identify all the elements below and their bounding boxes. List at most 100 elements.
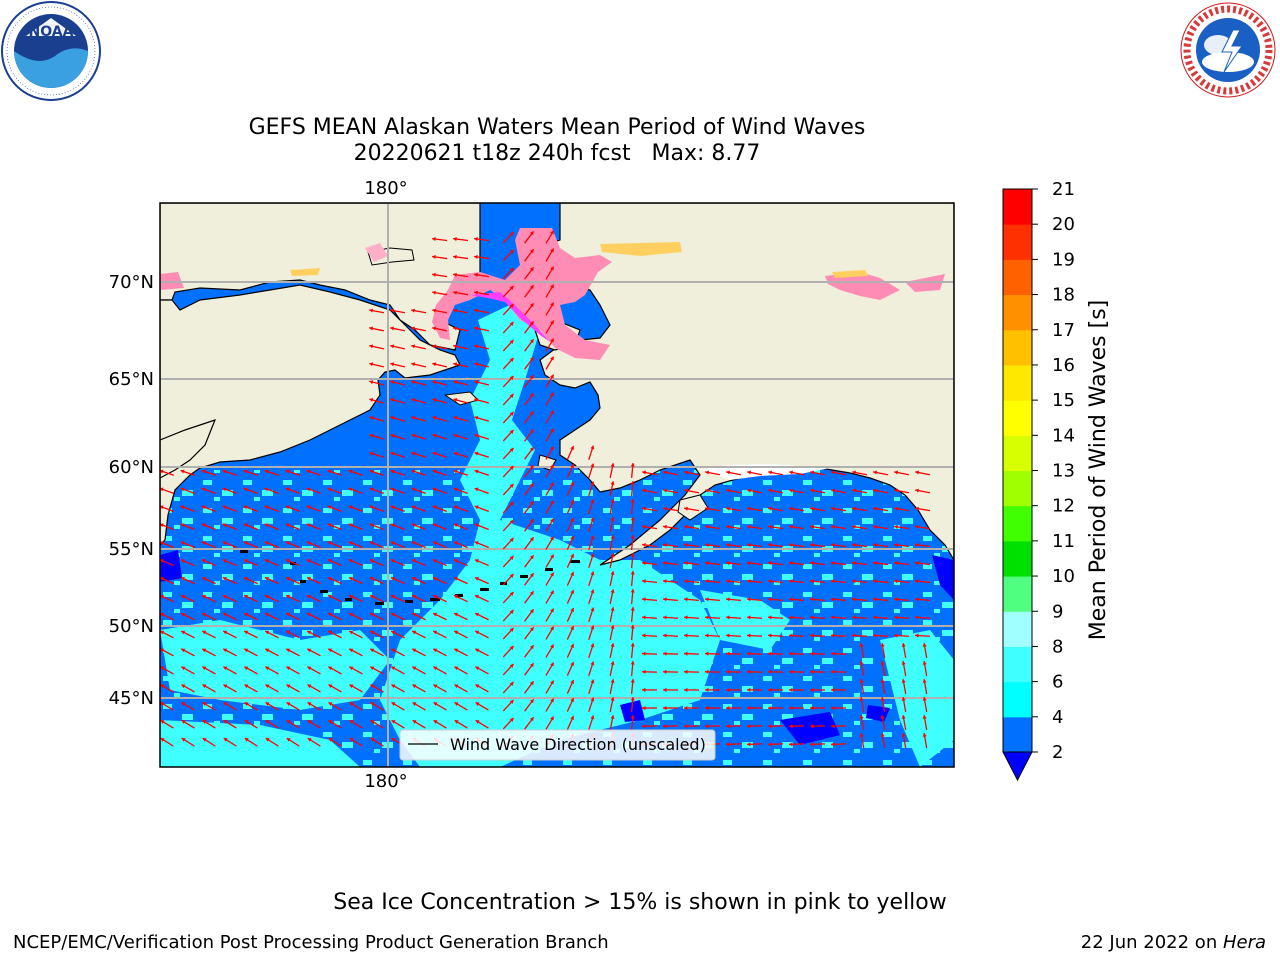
wave-direction-arrowhead xyxy=(160,702,165,706)
wave-direction-arrowhead xyxy=(810,742,814,747)
wave-direction-arrowhead xyxy=(432,487,437,492)
wave-direction-arrowhead xyxy=(726,542,730,548)
wave-direction-arrowhead xyxy=(328,612,333,617)
wave-direction-arrowhead xyxy=(747,633,751,638)
wave-direction-arrowhead xyxy=(831,687,835,692)
wave-direction-arrowhead xyxy=(509,717,514,722)
wave-direction-arrowhead xyxy=(570,679,574,684)
wave-direction-arrowhead xyxy=(590,499,595,504)
wave-direction-arrowhead xyxy=(859,679,864,683)
wave-direction-arrowhead xyxy=(223,612,228,617)
wave-direction-arrowhead xyxy=(453,237,457,242)
wave-direction-arrowhead xyxy=(880,643,885,647)
wave-direction-arrowhead xyxy=(369,559,374,563)
wave-direction-arrowhead xyxy=(831,651,835,656)
wave-direction-arrowhead xyxy=(810,579,814,584)
wave-direction-arrowhead xyxy=(810,615,814,620)
wave-direction-arrowhead xyxy=(529,537,534,542)
wave-direction-arrowhead xyxy=(307,666,312,671)
wave-direction-arrowhead xyxy=(509,699,514,704)
wave-direction-arrowhead xyxy=(570,643,574,648)
wave-direction-arrowhead xyxy=(859,697,864,701)
wave-direction-arrowhead xyxy=(391,594,396,599)
wave-direction-arrowhead xyxy=(201,505,206,510)
wave-direction-arrowhead xyxy=(264,487,269,492)
wave-direction-arrowhead xyxy=(369,326,373,331)
wave-direction-arrowhead xyxy=(307,594,312,599)
wave-direction-arrowhead xyxy=(509,555,514,560)
wave-direction-arrowhead xyxy=(873,561,877,566)
wave-direction-arrowhead xyxy=(590,535,595,540)
wave-direction-arrowhead xyxy=(327,487,332,492)
wave-direction-arrowhead xyxy=(286,702,291,706)
wave-direction-arrowhead xyxy=(529,267,534,272)
wave-direction-arrowhead xyxy=(509,411,514,416)
wave-direction-arrowhead xyxy=(529,501,534,506)
wave-direction-arrowhead xyxy=(327,505,332,510)
wave-direction-arrowhead xyxy=(265,630,270,635)
wave-direction-arrowhead xyxy=(474,254,478,260)
wave-direction-arrowhead xyxy=(223,720,228,724)
colorbar-segment xyxy=(1003,259,1032,296)
wave-direction-arrowhead xyxy=(529,393,534,398)
wave-direction-arrowhead xyxy=(181,684,186,689)
wave-direction-arrowhead xyxy=(630,589,635,593)
wave-direction-arrowhead xyxy=(160,487,164,492)
colorbar-segment xyxy=(1003,294,1032,331)
wave-direction-arrowhead xyxy=(901,661,906,665)
wave-direction-arrowhead xyxy=(810,597,814,602)
wave-direction-arrowhead xyxy=(550,374,554,379)
wave-direction-arrowhead xyxy=(391,702,396,706)
wave-direction-arrowhead xyxy=(474,237,478,242)
wave-direction-arrowhead xyxy=(286,720,291,724)
wave-direction-arrowhead xyxy=(390,541,395,546)
wave-direction-arrowhead xyxy=(453,451,458,456)
wave-direction-arrowhead xyxy=(307,738,312,742)
wave-direction-arrowhead xyxy=(327,541,332,546)
wave-direction-arrowhead xyxy=(474,577,479,581)
wave-direction-arrowhead xyxy=(369,451,374,456)
wave-direction-arrowhead xyxy=(831,579,835,584)
wave-direction-arrowhead xyxy=(432,272,436,277)
land-alaska xyxy=(539,203,954,566)
wave-direction-arrowhead xyxy=(286,630,291,635)
wave-direction-arrowhead xyxy=(747,687,751,692)
colorbar-tick-label: 10 xyxy=(1052,566,1075,587)
wave-direction-arrowhead xyxy=(349,612,354,617)
wave-direction-arrowhead xyxy=(412,630,417,635)
wave-direction-arrowhead xyxy=(684,705,688,711)
wave-direction-arrowhead xyxy=(411,398,416,403)
wave-direction-arrowhead xyxy=(590,679,595,684)
wave-direction-arrowhead xyxy=(349,702,354,706)
wave-direction-arrowhead xyxy=(432,559,437,563)
wave-direction-arrowhead xyxy=(475,630,480,635)
footer-date-text: 22 Jun 2022 on xyxy=(1080,932,1223,953)
wave-direction-arrowhead xyxy=(663,542,667,548)
wave-direction-arrowhead xyxy=(264,559,269,563)
wave-direction-arrowhead xyxy=(369,308,373,313)
wave-direction-arrowhead xyxy=(747,542,751,548)
wave-direction-arrowhead xyxy=(202,702,207,706)
lat-label-65: 65°N xyxy=(109,369,154,390)
wave-direction-arrowhead xyxy=(475,702,480,706)
wave-direction-arrowhead xyxy=(901,643,906,647)
wave-direction-arrowhead xyxy=(180,469,185,474)
wave-direction-arrowhead xyxy=(285,523,290,528)
wave-direction-arrowhead xyxy=(509,321,514,326)
wave-direction-arrowhead xyxy=(705,561,709,566)
wave-direction-arrowhead xyxy=(509,393,514,398)
wave-direction-arrowhead xyxy=(160,577,164,581)
wave-direction-arrowhead xyxy=(265,648,270,653)
wave-direction-arrowhead xyxy=(306,505,311,510)
wave-direction-arrowhead xyxy=(630,607,635,611)
wave-direction-arrowhead xyxy=(642,651,646,656)
wave-direction-arrowhead xyxy=(475,720,480,724)
wave-direction-arrowhead xyxy=(894,597,898,602)
colorbar-segment xyxy=(1003,364,1032,401)
wave-direction-arrowhead xyxy=(529,609,534,614)
wave-direction-arrowhead xyxy=(705,705,709,711)
wave-direction-arrowhead xyxy=(726,579,730,584)
wave-direction-arrowhead xyxy=(201,469,206,474)
wave-direction-arrowhead xyxy=(181,720,186,724)
map-frame xyxy=(159,202,955,768)
